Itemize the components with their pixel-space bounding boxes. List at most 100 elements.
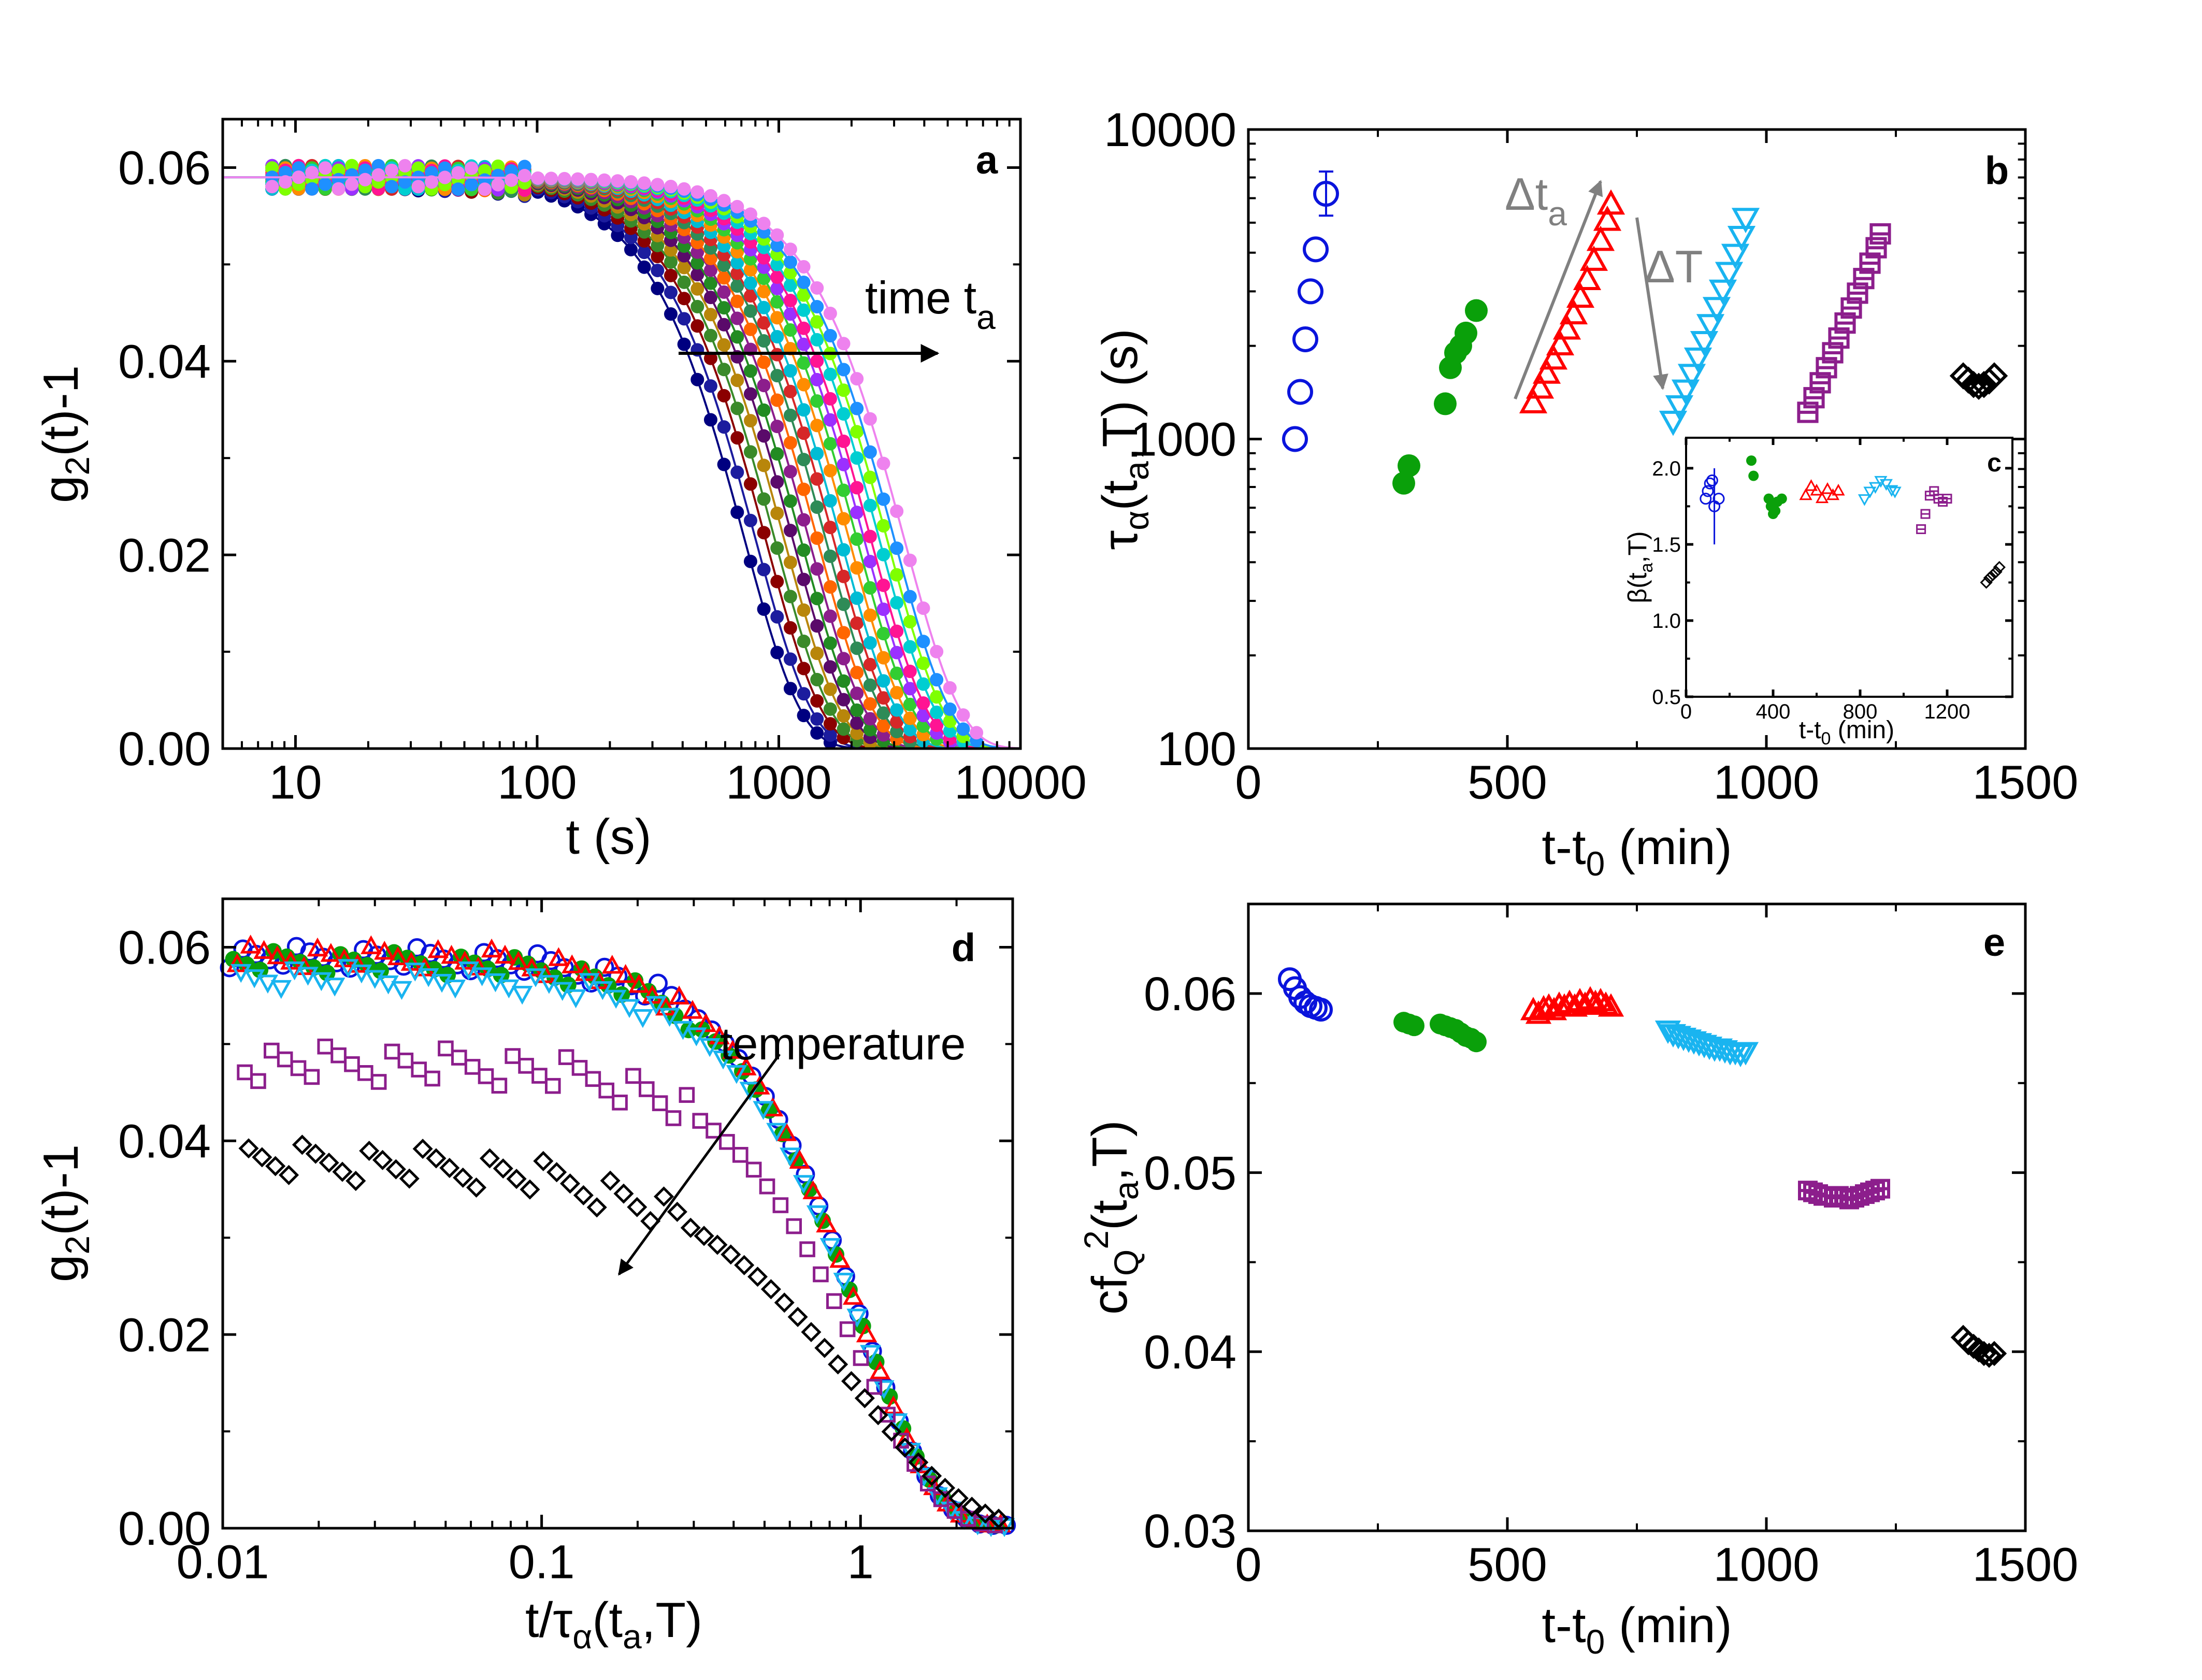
panel-a-point xyxy=(810,281,824,295)
panel-a-point xyxy=(465,178,479,192)
panel-a-point xyxy=(876,602,890,616)
panel-a-point xyxy=(690,245,704,259)
panel-a-point xyxy=(783,294,797,308)
panel-c-point xyxy=(1868,482,1882,494)
panel-a-point xyxy=(743,276,757,290)
panel-d-point xyxy=(747,1266,768,1287)
panel-a-point xyxy=(332,163,346,177)
panel-a-frame xyxy=(221,118,1022,750)
panel-e-point xyxy=(1732,1042,1759,1066)
panel-e-ylabel: cfQ2(ta,T) xyxy=(1077,1120,1145,1314)
panel-d-point xyxy=(344,1056,360,1072)
panel-a-point xyxy=(278,175,292,189)
panel-d-point xyxy=(387,946,409,966)
panel-a-point xyxy=(345,159,359,173)
panel-a-point xyxy=(863,636,877,650)
panel-d-point xyxy=(531,1068,548,1084)
panel-a-point xyxy=(292,170,306,184)
panel-d-point xyxy=(508,951,529,970)
panel-a-point xyxy=(850,561,864,575)
panel-d-point xyxy=(853,1350,869,1366)
panel-c-point xyxy=(1942,494,1952,504)
panel-a-point xyxy=(651,264,665,278)
panel-d-point xyxy=(799,1241,815,1257)
panel-a-point xyxy=(664,255,678,269)
panel-a-point xyxy=(571,172,585,186)
panel-d-point xyxy=(686,1027,707,1046)
panel-d-point xyxy=(586,1197,607,1218)
panel-a-point xyxy=(677,337,691,351)
panel-b-point xyxy=(1840,297,1862,319)
panel-d-point xyxy=(627,1197,647,1217)
panel-c-point xyxy=(1706,474,1718,486)
panel-a-point xyxy=(863,608,877,622)
panel-d-point xyxy=(493,1158,513,1179)
panel-a-point xyxy=(850,532,864,546)
panel-e-point xyxy=(1680,1031,1707,1055)
panel-e-point xyxy=(1675,1029,1702,1053)
panel-a-point xyxy=(730,465,744,479)
panel-a-point xyxy=(810,394,824,408)
panel-d-point xyxy=(351,964,372,984)
panel-a-point xyxy=(783,652,797,666)
panel-a-point xyxy=(823,437,837,451)
panel-a-xtick-label: 10000 xyxy=(954,756,1087,809)
panel-d-point xyxy=(654,1186,674,1207)
panel-a-point xyxy=(837,383,851,397)
panel-d-point xyxy=(337,959,359,978)
panel-c-point xyxy=(1799,488,1812,500)
panel-e-point xyxy=(1870,1179,1890,1199)
panel-c-point xyxy=(1874,476,1888,488)
panel-d-label: d xyxy=(952,926,975,970)
panel-b-xtick-label: 1500 xyxy=(1973,756,2079,809)
panel-c-point xyxy=(1770,506,1781,516)
panel-b-point xyxy=(1559,299,1588,325)
panel-d-point xyxy=(561,954,583,973)
panel-d-point xyxy=(372,1150,393,1170)
panel-b-point xyxy=(1847,282,1868,304)
panel-d-point xyxy=(361,935,382,954)
panel-a-point xyxy=(890,541,904,555)
panel-a-point xyxy=(837,597,851,611)
panel-a-point xyxy=(624,242,638,256)
panel-a-point xyxy=(717,318,731,332)
panel-b-point xyxy=(1596,189,1625,215)
panel-a-point xyxy=(358,173,372,186)
panel-a-point xyxy=(292,161,306,175)
panel-a-point xyxy=(491,168,505,182)
panel-a-point xyxy=(876,578,890,592)
panel-b-point xyxy=(1980,362,2008,390)
panel-a-point xyxy=(531,171,545,185)
panel-a-point xyxy=(743,554,757,568)
panel-a-point xyxy=(863,581,877,595)
panel-a-point xyxy=(597,173,611,187)
panel-d-point xyxy=(829,1248,851,1268)
panel-d-point xyxy=(385,1159,406,1180)
panel-a-point xyxy=(890,666,904,680)
panel-e-point xyxy=(1525,1000,1552,1024)
panel-a-point xyxy=(850,372,864,386)
panel-a-point xyxy=(757,251,771,265)
panel-a-point xyxy=(278,166,292,180)
panel-a-marks xyxy=(222,159,1020,750)
panel-d-point xyxy=(833,1272,855,1292)
panel-a-point xyxy=(783,364,797,378)
panel-a-point xyxy=(730,330,744,344)
panel-c-point xyxy=(1879,479,1893,491)
panel-a-point xyxy=(903,553,917,567)
panel-a-point xyxy=(690,372,704,386)
panel-a-point xyxy=(903,590,917,604)
panel-a-point xyxy=(677,249,691,263)
panel-b-point xyxy=(1731,208,1760,234)
panel-d-point xyxy=(399,1168,420,1189)
panel-d-point xyxy=(793,1175,814,1194)
panel-a-point xyxy=(797,378,811,392)
panel-d-point xyxy=(546,1162,567,1183)
panel-a-point xyxy=(770,645,784,659)
panel-e-marks xyxy=(1278,967,2007,1368)
panel-d-point xyxy=(412,1139,433,1159)
panel-a-point xyxy=(730,256,744,270)
panel-a-point xyxy=(863,470,877,484)
panel-a-point xyxy=(717,258,731,272)
panel-d-point xyxy=(772,1197,789,1213)
